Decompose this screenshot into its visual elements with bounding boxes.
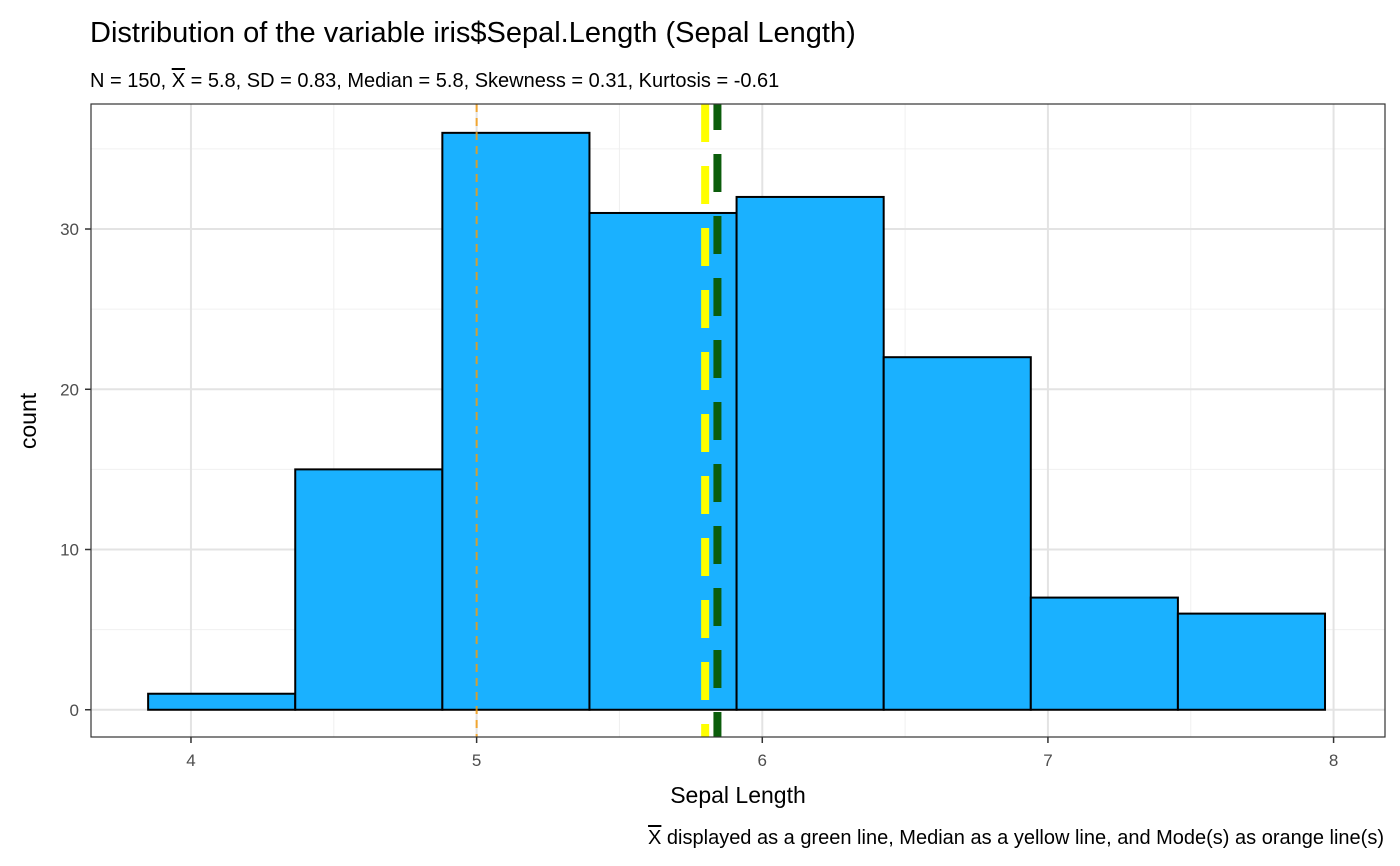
x-tick-label: 6: [758, 751, 767, 770]
x-tick-label: 7: [1043, 751, 1052, 770]
x-tick-label: 5: [472, 751, 481, 770]
chart-title: Distribution of the variable iris$Sepal.…: [90, 17, 856, 49]
subtitle-stats: = 5.8, SD = 0.83, Median = 5.8, Skewness…: [185, 70, 779, 92]
histogram-bar: [735, 195, 885, 711]
x-tick-label: 4: [186, 751, 195, 770]
subtitle-mean-symbol: X: [172, 70, 185, 92]
x-tick-label: 8: [1329, 751, 1338, 770]
histogram-bar: [588, 211, 738, 711]
panel-border: [90, 103, 1386, 738]
y-axis-title: count: [15, 392, 41, 449]
histogram-bar: [147, 692, 297, 711]
x-axis-title: Sepal Length: [670, 782, 806, 808]
histogram-bar: [1176, 612, 1327, 711]
plot-panel: 4 5 6 7 8 0 10 20 30: [60, 103, 1386, 770]
caption-mean-symbol: X: [648, 827, 661, 849]
subtitle-prefix: N = 150,: [90, 70, 172, 92]
histogram-bar: [1029, 596, 1179, 711]
chart-subtitle: N = 150, X = 5.8, SD = 0.83, Median = 5.…: [90, 70, 779, 92]
y-tick-label: 10: [60, 541, 79, 560]
y-tick-label: 30: [60, 220, 79, 239]
caption-text: displayed as a green line, Median as a y…: [661, 827, 1384, 849]
histogram-bar: [882, 356, 1032, 711]
y-tick-label: 20: [60, 380, 79, 399]
chart-caption: X displayed as a green line, Median as a…: [648, 827, 1384, 849]
y-tick-label: 0: [70, 701, 79, 720]
histogram-bar: [441, 131, 591, 711]
histogram-bar: [294, 468, 444, 711]
